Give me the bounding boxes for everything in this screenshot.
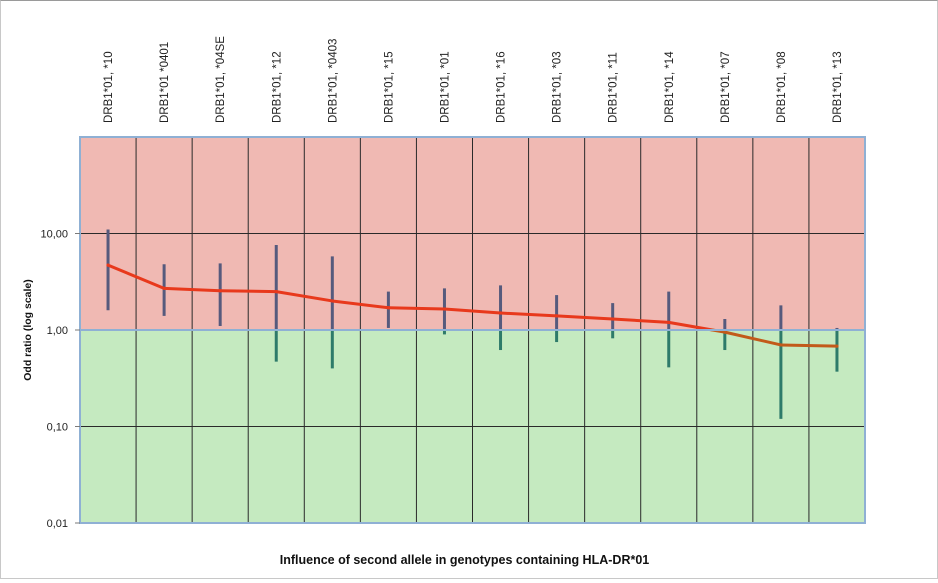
odds-ratio-segment xyxy=(218,289,278,294)
category-label: DRB1*01, *16 xyxy=(496,51,508,123)
y-tick-label: 0,10 xyxy=(47,422,68,434)
odds-ratio-point xyxy=(723,330,727,334)
odds-ratio-segment xyxy=(779,343,839,348)
x-axis-title: Influence of second allele in genotypes … xyxy=(280,553,650,567)
labels: 0,01 0,10 1,00 10,00 DRB1*01, *10 DRB1*01 *04… xyxy=(22,36,844,567)
category-label: DRB1*01, *04SE xyxy=(215,36,227,123)
category-label: DRB1*01, *08 xyxy=(776,51,788,123)
odds-ratio-segment xyxy=(555,314,615,321)
odds-ratio-point xyxy=(386,306,390,310)
odds-ratio-point xyxy=(106,263,110,267)
category-label: DRB1*01, *12 xyxy=(271,51,283,123)
odds-ratio-point xyxy=(274,289,278,294)
category-label: DRB1*01, *10 xyxy=(103,51,115,123)
axes xyxy=(75,136,866,524)
odds-ratio-segment xyxy=(386,306,446,311)
category-label: DRB1*01, *0403 xyxy=(327,39,339,123)
odds-ratio-segment xyxy=(667,320,715,332)
y-tick-label: 10,00 xyxy=(40,229,68,241)
category-label: DRB1*01 *0401 xyxy=(159,42,171,123)
category-label: DRB1*01, *11 xyxy=(608,52,620,123)
category-label: DRB1*01, *03 xyxy=(552,51,564,123)
odds-ratio-segment xyxy=(106,263,166,290)
odds-ratio-segment xyxy=(274,290,334,303)
odds-ratio-point xyxy=(555,314,559,318)
odds-ratio-point xyxy=(442,307,447,311)
odds-ratio-segment xyxy=(330,299,390,310)
y-tick-label: 1,00 xyxy=(47,325,68,337)
y-axis-title: Odd ratio (log scale) xyxy=(22,279,34,381)
category-label: DRB1*01, *01 xyxy=(439,51,451,123)
odds-ratio-point xyxy=(779,343,783,347)
odds-ratio-segment xyxy=(611,317,671,324)
category-label: DRB1*01, *14 xyxy=(664,51,676,123)
category-label: DRB1*01, *07 xyxy=(720,51,732,123)
category-label: DRB1*01, *13 xyxy=(832,51,844,123)
odds-ratio-point xyxy=(218,289,222,293)
odds-ratio-point xyxy=(162,286,166,290)
odds-ratio-segment xyxy=(499,311,559,318)
odds-ratio-segment xyxy=(723,330,783,347)
odds-ratio-point xyxy=(498,311,503,315)
odds-ratio-point xyxy=(835,344,839,348)
y-tick-label: 0,01 xyxy=(47,518,68,530)
category-label: DRB1*01, *15 xyxy=(383,51,395,123)
odds-ratio-segment xyxy=(442,307,503,315)
odds-ratio-line xyxy=(106,263,839,348)
odds-ratio-point xyxy=(611,317,615,321)
odds-ratio-segment xyxy=(162,286,222,293)
odds-ratio-point xyxy=(667,320,671,324)
odds-ratio-point xyxy=(330,299,334,303)
